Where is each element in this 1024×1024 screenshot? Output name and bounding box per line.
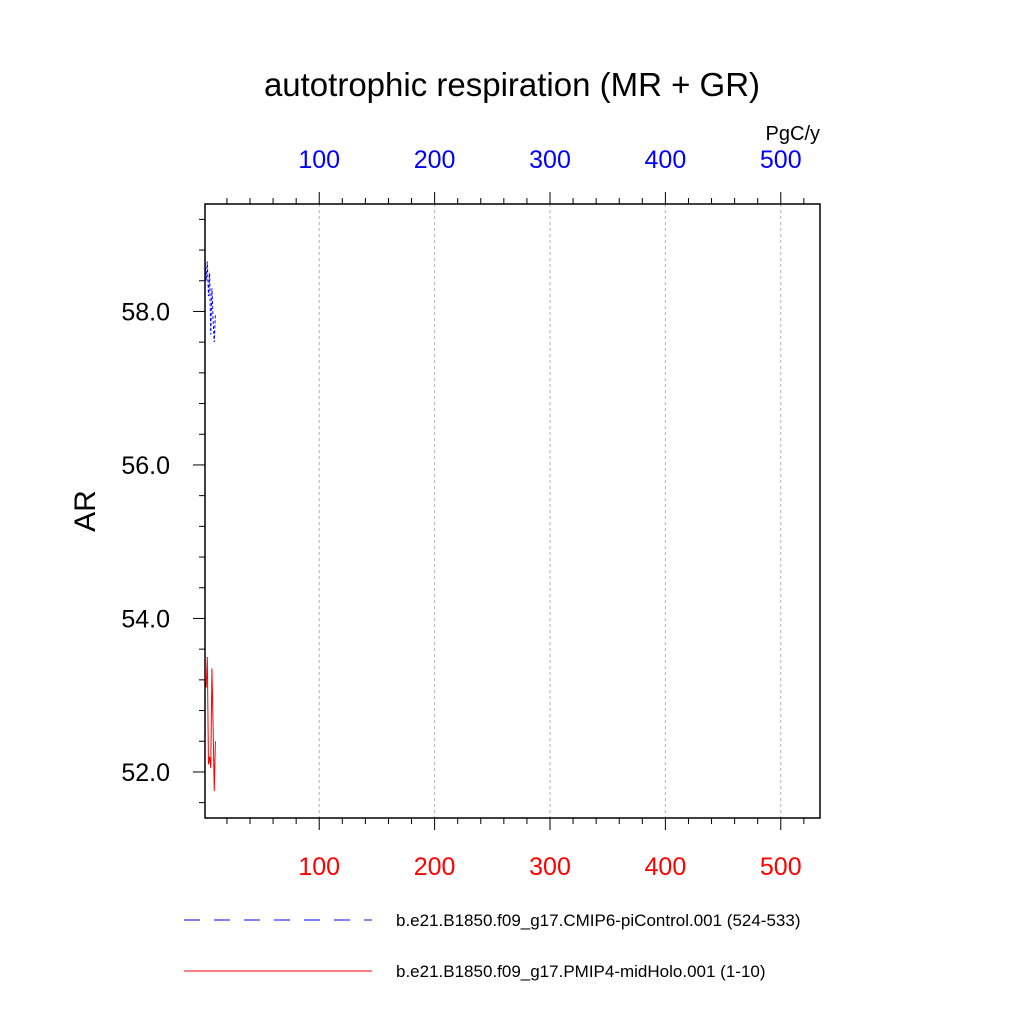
series-line-1 [204,257,216,343]
series-group [204,257,216,792]
x-tick-label-top: 200 [414,146,456,174]
x-tick-label-top: 300 [529,146,571,174]
y-tick-label: 56.0 [121,452,170,480]
x-tick-label-top: 100 [298,146,340,174]
x-tick-label-bottom: 200 [414,853,456,881]
y-tick-label: 54.0 [121,605,170,633]
legend: b.e21.B1850.f09_g17.CMIP6-piControl.001 … [184,911,801,981]
grid [318,204,782,818]
y-tick-label: 58.0 [121,298,170,326]
series-line-2 [204,656,216,792]
y-axis-label: AR [69,490,102,532]
x-tick-label-bottom: 100 [298,853,340,881]
x-tick-label-top: 400 [645,146,687,174]
tick-labels: 100 100 200 200 300 300 400 400 500 500 52.0 54.0 56… [121,146,801,881]
legend-label-1: b.e21.B1850.f09_g17.CMIP6-piControl.001 … [396,911,801,930]
units-label: PgC/y [766,123,820,145]
chart-title: autotrophic respiration (MR + GR) [264,66,760,103]
axis-ticks [193,192,805,830]
y-tick-label: 52.0 [121,759,170,787]
x-tick-label-bottom: 300 [529,853,571,881]
x-tick-label-top: 500 [760,146,802,174]
legend-label-2: b.e21.B1850.f09_g17.PMIP4-midHolo.001 (1… [396,962,766,981]
plot-frame [204,203,821,819]
x-tick-label-bottom: 400 [645,853,687,881]
x-tick-label-bottom: 500 [760,853,802,881]
